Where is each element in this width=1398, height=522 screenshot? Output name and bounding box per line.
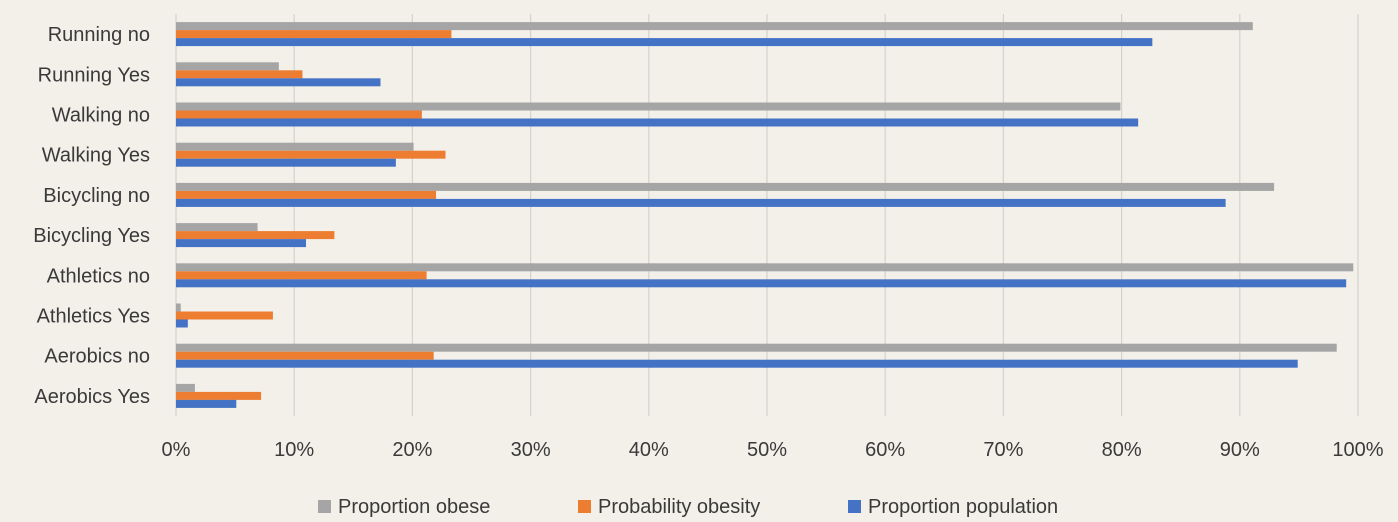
bar [176,182,1275,191]
bar [176,30,452,39]
legend-swatch [578,500,591,513]
bar [176,62,279,71]
x-tick-label: 50% [747,439,787,461]
category-label: Athletics Yes [37,306,150,328]
x-tick-label: 20% [392,439,432,461]
x-tick-label: 70% [983,439,1023,461]
bar [176,271,427,280]
bar [176,150,446,159]
category-label: Athletics no [47,265,150,287]
bar [176,110,422,119]
bar [176,78,381,87]
x-tick-label: 100% [1332,439,1383,461]
bar [176,231,335,240]
bar [176,158,396,167]
x-tick-label: 80% [1102,439,1142,461]
category-label: Bicycling Yes [33,225,150,247]
legend-label: Probability obesity [598,496,760,517]
x-tick-label: 90% [1220,439,1260,461]
legend-swatch [848,500,861,513]
bar [176,118,1139,127]
category-label: Aerobics Yes [34,386,150,408]
category-label: Walking Yes [42,145,150,167]
bar [176,239,307,248]
category-label: Running no [48,24,150,46]
bar [176,383,195,392]
category-labels: Running no Running Yes Walking no Walking Y… [33,24,150,408]
bar [176,198,1226,207]
x-tick-label: 60% [865,439,905,461]
bar [176,190,437,199]
x-tick-label: 0% [162,439,191,461]
x-tick-labels: 0% 10% 20% 30% 40% 50% 60% 70% 80% 90% 100% [162,439,1384,461]
bar [176,303,181,312]
x-tick-label: 30% [511,439,551,461]
bar [176,351,434,360]
bar [176,279,1347,288]
bar [176,38,1153,47]
bars [176,22,1354,408]
bar [176,311,273,320]
category-label: Bicycling no [43,185,150,207]
bar [176,391,262,400]
x-tick-label: 10% [274,439,314,461]
category-label: Running Yes [38,64,150,86]
bar [176,70,303,79]
x-tick-label: 40% [629,439,669,461]
bar [176,399,237,408]
bar [176,263,1354,272]
bar [176,223,258,232]
legend-label: Proportion obese [338,496,490,517]
bar [176,319,188,328]
legend-label: Proportion population [868,496,1058,517]
bar [176,102,1121,111]
bar [176,359,1298,368]
bar [176,22,1253,31]
bar [176,142,414,151]
category-label: Walking no [52,105,150,127]
bar [176,343,1337,352]
legend-swatch [318,500,331,513]
legend: Proportion obese Probability obesity Propo… [318,496,1058,518]
category-label: Aerobics no [44,346,150,368]
